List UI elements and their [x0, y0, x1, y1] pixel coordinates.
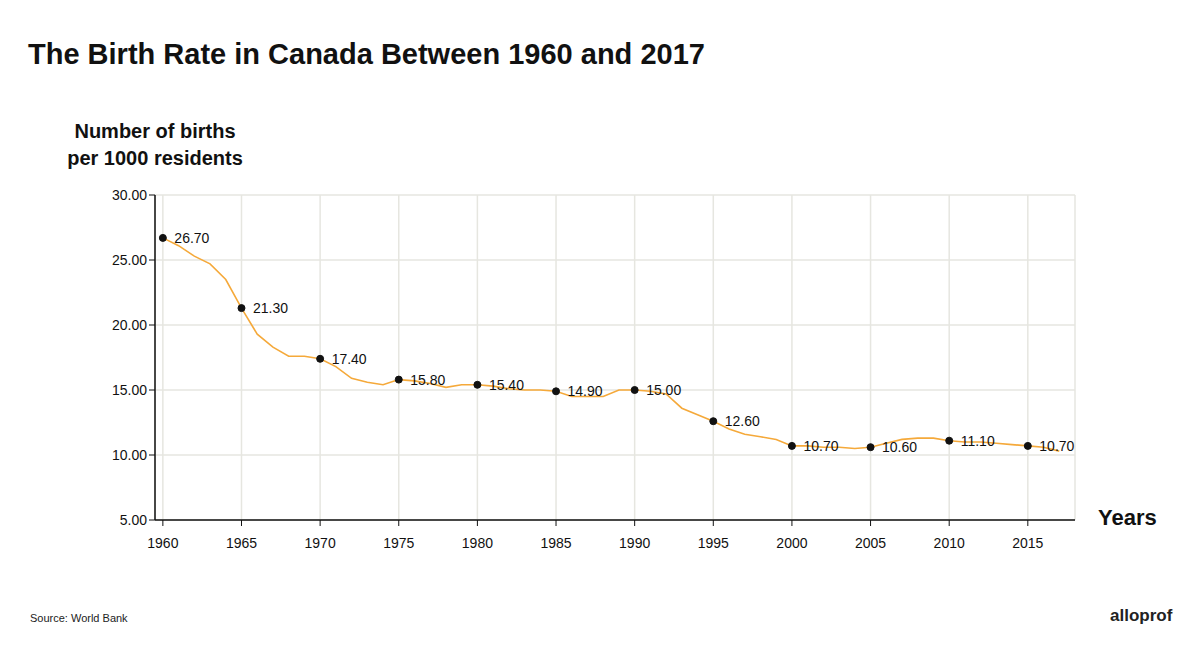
html-text:Years: Years [1098, 505, 1157, 530]
svg-text:1975: 1975 [383, 535, 414, 551]
svg-text:10.70: 10.70 [1039, 438, 1074, 454]
svg-text:25.00: 25.00 [112, 252, 147, 268]
svg-text:1970: 1970 [305, 535, 336, 551]
svg-text:1965: 1965 [226, 535, 257, 551]
svg-text:30.00: 30.00 [112, 187, 147, 203]
svg-text:1995: 1995 [698, 535, 729, 551]
svg-text:17.40: 17.40 [332, 351, 367, 367]
svg-text:1985: 1985 [540, 535, 571, 551]
svg-text:1990: 1990 [619, 535, 650, 551]
svg-text:10.70: 10.70 [803, 438, 838, 454]
svg-text:2010: 2010 [934, 535, 965, 551]
svg-text:2000: 2000 [776, 535, 807, 551]
html-text:per 1000 residents: per 1000 residents [67, 147, 243, 169]
svg-text:5.00: 5.00 [120, 512, 147, 528]
html-text:Source: World Bank: Source: World Bank [30, 612, 128, 624]
svg-text:15.00: 15.00 [112, 382, 147, 398]
svg-text:26.70: 26.70 [174, 230, 209, 246]
svg-text:12.60: 12.60 [725, 413, 760, 429]
svg-text:10.00: 10.00 [112, 447, 147, 463]
svg-text:15.40: 15.40 [489, 377, 524, 393]
svg-text:2015: 2015 [1012, 535, 1043, 551]
html-text:alloprof: alloprof [1110, 606, 1173, 625]
svg-text:1960: 1960 [147, 535, 178, 551]
svg-text:15.00: 15.00 [646, 382, 681, 398]
svg-text:1980: 1980 [462, 535, 493, 551]
svg-text:2005: 2005 [855, 535, 886, 551]
svg-text:21.30: 21.30 [253, 300, 288, 316]
svg-text:14.90: 14.90 [568, 383, 603, 399]
html-text:Number of births: Number of births [74, 120, 236, 142]
svg-text:11.10: 11.10 [961, 433, 995, 449]
svg-text:20.00: 20.00 [112, 317, 147, 333]
html-text:The Birth Rate in Canada Betwe: The Birth Rate in Canada Between 1960 an… [28, 38, 705, 70]
svg-text:15.80: 15.80 [410, 372, 445, 388]
svg-text:10.60: 10.60 [882, 439, 917, 455]
